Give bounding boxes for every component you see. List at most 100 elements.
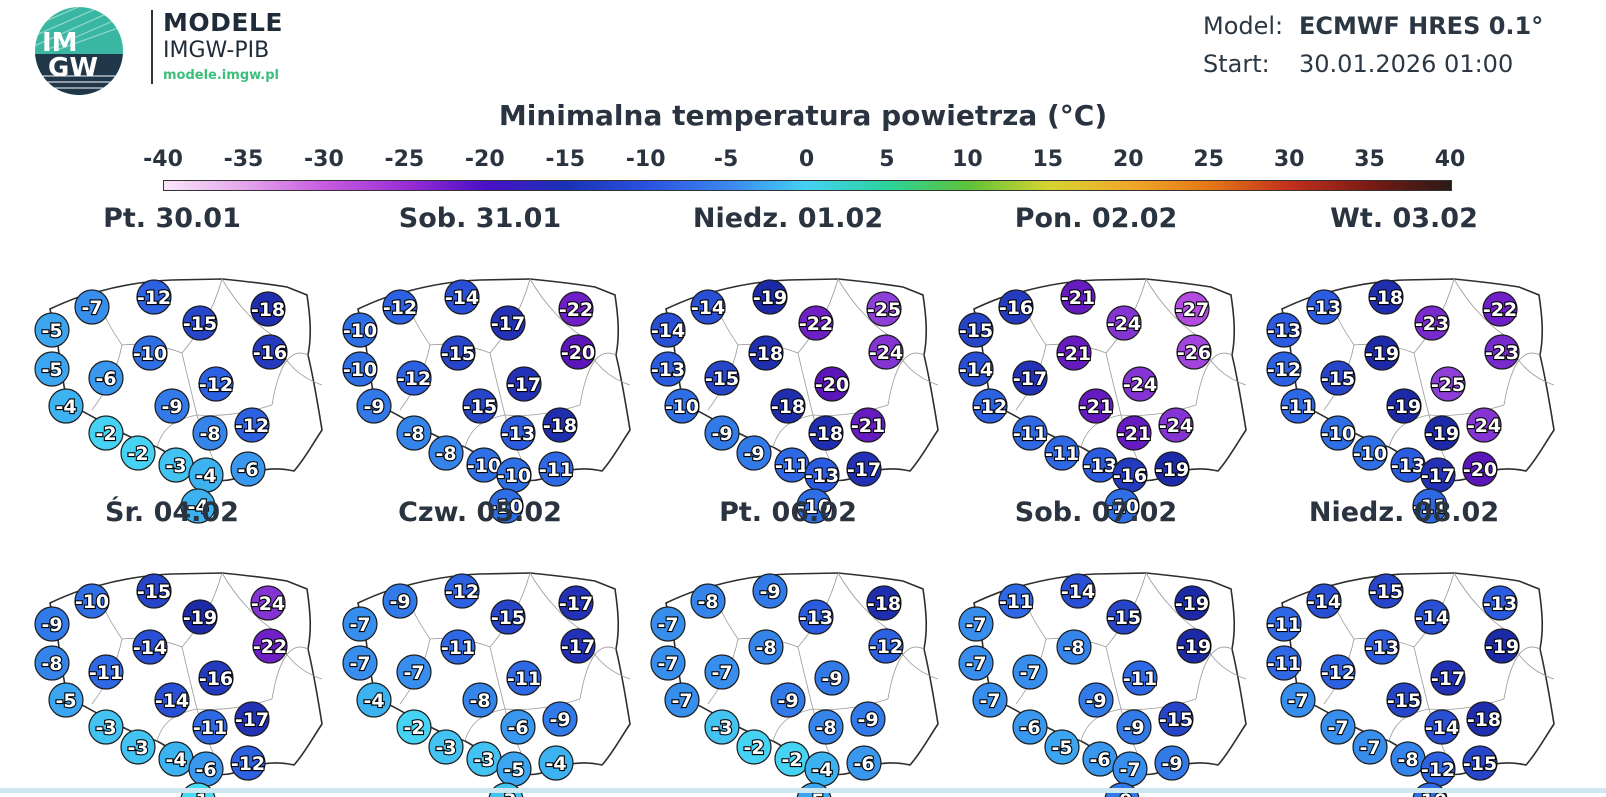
station-value: -15 xyxy=(1369,581,1403,603)
station-value: -13 xyxy=(1365,637,1399,659)
station-value: -15 xyxy=(491,607,525,629)
station-marker xyxy=(382,583,418,619)
page-title: Minimalna temperatura powietrza (°C) xyxy=(498,99,1108,132)
station-value: -11 xyxy=(1013,423,1047,445)
station-value: -15 xyxy=(137,581,171,603)
colorbar-tick-label: -40 xyxy=(143,147,183,172)
station-marker xyxy=(490,599,526,635)
station-marker xyxy=(428,435,464,471)
station-value: -10 xyxy=(1105,496,1139,518)
station-value: -12 xyxy=(397,368,431,390)
station-marker xyxy=(396,415,432,451)
province-border xyxy=(529,572,581,630)
station-value: -6 xyxy=(195,759,216,781)
station-value: -10 xyxy=(343,320,377,342)
station-marker xyxy=(1386,388,1422,424)
station-value: -9 xyxy=(777,690,798,712)
station-marker xyxy=(770,388,806,424)
station-value: -7 xyxy=(1359,737,1380,759)
station-value: -19 xyxy=(1425,423,1459,445)
brand-url-link[interactable]: modele.imgw.pl xyxy=(163,68,279,83)
province-border xyxy=(1080,414,1122,448)
station-value: -2 xyxy=(127,443,148,465)
station-marker xyxy=(650,351,686,387)
province-border xyxy=(812,404,889,416)
station-value: -13 xyxy=(1483,593,1517,615)
station-value: -23 xyxy=(1415,313,1449,335)
station-marker xyxy=(1012,360,1048,396)
station-value: -10 xyxy=(75,591,109,613)
station-value: -20 xyxy=(561,342,595,364)
station-marker xyxy=(542,701,578,737)
station-value: -12 xyxy=(231,753,265,775)
station-marker xyxy=(74,289,110,325)
station-value: -11 xyxy=(1267,653,1301,675)
poland-map: -5-7 -12-15-18-16-5-10-6-4 -9-12-2 -8 -12-2-… xyxy=(34,278,323,524)
station-marker xyxy=(180,488,216,524)
station-value: -15 xyxy=(1321,368,1355,390)
station-value: -13 xyxy=(651,359,685,381)
temperature-colorbar xyxy=(163,180,1452,191)
station-marker xyxy=(664,388,700,424)
station-value: -15 xyxy=(959,320,993,342)
station-value: -2 xyxy=(781,749,802,771)
station-marker xyxy=(736,729,772,765)
colorbar-tick-label: 20 xyxy=(1112,147,1144,172)
station-value: -24 xyxy=(1123,374,1157,396)
station-value: -11 xyxy=(999,591,1033,613)
colorbar-tick-label: 30 xyxy=(1273,147,1305,172)
station-marker xyxy=(34,312,70,348)
station-value: -7 xyxy=(671,690,692,712)
station-value: -7 xyxy=(349,653,370,675)
station-marker xyxy=(814,660,850,696)
station-value: -14 xyxy=(691,297,725,319)
station-value: -10 xyxy=(489,496,523,518)
station-value: -15 xyxy=(183,313,217,335)
station-marker xyxy=(1176,334,1212,370)
station-value: -20 xyxy=(815,374,849,396)
station-value: -4 xyxy=(55,396,76,418)
station-marker xyxy=(396,360,432,396)
station-marker xyxy=(120,729,156,765)
station-marker xyxy=(428,729,464,765)
station-marker xyxy=(850,407,886,443)
station-marker xyxy=(1368,573,1404,609)
station-value: -15 xyxy=(1107,607,1141,629)
colorbar-tick-label: -15 xyxy=(545,147,586,172)
station-marker xyxy=(538,451,574,487)
station-value: -9 xyxy=(821,668,842,690)
station-value: -17 xyxy=(561,636,595,658)
province-border xyxy=(772,708,814,742)
station-marker xyxy=(1482,291,1518,327)
province-border xyxy=(1503,352,1541,406)
station-value: -5 xyxy=(41,320,62,342)
province-border xyxy=(1428,698,1505,710)
station-marker xyxy=(1280,682,1316,718)
station-value: -9 xyxy=(1123,717,1144,739)
station-value: -13 xyxy=(805,465,839,487)
station-value: -13 xyxy=(501,423,535,445)
station-marker xyxy=(342,351,378,387)
model-value: ECMWF HRES 0.1° xyxy=(1299,12,1544,40)
station-marker xyxy=(1320,415,1356,451)
station-marker xyxy=(88,654,124,690)
station-value: -7 xyxy=(1019,662,1040,684)
station-marker xyxy=(182,305,218,341)
station-marker xyxy=(74,583,110,619)
station-value: -7 xyxy=(1327,717,1348,739)
station-marker xyxy=(690,289,726,325)
station-value: -12 xyxy=(383,297,417,319)
province-border xyxy=(464,708,506,742)
station-marker xyxy=(958,606,994,642)
station-marker xyxy=(1364,629,1400,665)
station-marker xyxy=(796,488,832,524)
station-value: -24 xyxy=(1107,313,1141,335)
station-value: -9 xyxy=(41,614,62,636)
station-value: -14 xyxy=(651,320,685,342)
station-marker xyxy=(1320,360,1356,396)
station-value: -10 xyxy=(1353,443,1387,465)
station-value: -8 xyxy=(435,443,456,465)
brand-subtitle: IMGW-PIB xyxy=(163,38,270,63)
station-value: -12 xyxy=(973,396,1007,418)
station-value: -7 xyxy=(1287,690,1308,712)
